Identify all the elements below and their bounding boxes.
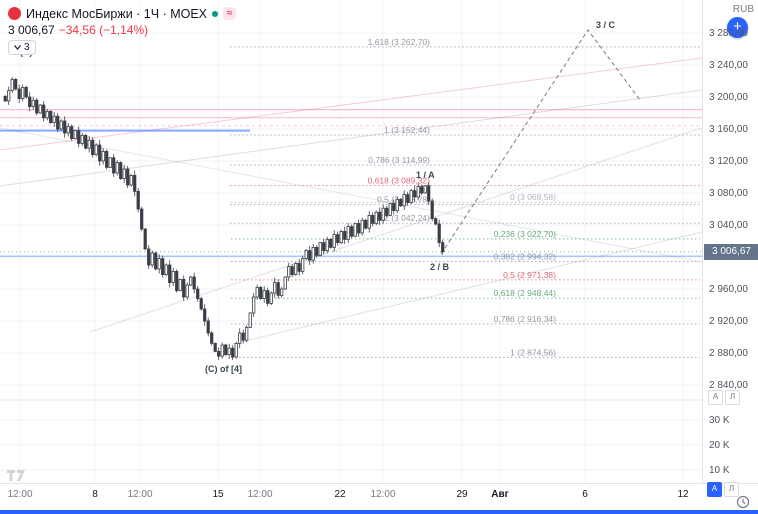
time-tick: 12:00: [127, 489, 153, 500]
price-tick: 3 120,00: [709, 156, 748, 167]
price-tick: 2 880,00: [709, 348, 748, 359]
symbol-logo-icon: [8, 7, 21, 20]
candlestick-series: [3, 76, 445, 361]
svg-text:1 / A: 1 / A: [416, 170, 435, 180]
time-tick: 12:00: [370, 489, 396, 500]
time-axis[interactable]: 12:00 8 12:00 15 12:00 22 12:00 29 Авг 6 12: [0, 483, 758, 506]
price-change-value: −34,56 (−1,14%): [58, 23, 149, 37]
svg-text:1 (2 874,56): 1 (2 874,56): [510, 347, 556, 357]
svg-text:1,618 (3 262,70): 1,618 (3 262,70): [368, 37, 431, 47]
trendline-drawings[interactable]: [0, 57, 702, 345]
time-tick: 22: [334, 489, 346, 500]
price-tick: 3 160,00: [709, 124, 748, 135]
time-tick: 29: [456, 489, 468, 500]
log-scale-button[interactable]: Л: [725, 390, 740, 405]
time-tick: 12: [677, 489, 689, 500]
bottom-accent-bar: [0, 510, 758, 514]
volume-log-scale-button[interactable]: Л: [724, 482, 739, 497]
price-row: 3 006,67 −34,56 (−1,14%): [8, 23, 236, 37]
price-tick: 3 280,00: [709, 28, 748, 39]
volume-tick: 30 K: [709, 415, 730, 426]
time-tick: 12:00: [247, 489, 273, 500]
timezone-clock-icon[interactable]: [736, 495, 750, 509]
add-order-button[interactable]: +: [727, 17, 748, 38]
fib-retracement-drawing[interactable]: 0 (3 068,58) 0,236 (3 022,70) 0,382 (2 994…: [231, 192, 700, 358]
svg-text:0,618 (3 089,32): 0,618 (3 089,32): [368, 176, 431, 186]
symbol-title[interactable]: Индекс МосБиржи · 1Ч · MOEX: [26, 6, 208, 21]
svg-text:3 / C: 3 / C: [596, 20, 616, 30]
time-tick: 15: [212, 489, 224, 500]
market-open-icon[interactable]: [212, 10, 219, 17]
hidden-indicators-chip[interactable]: 3: [8, 40, 36, 55]
svg-text:2 / B: 2 / B: [430, 262, 450, 272]
time-tick: 12:00: [7, 489, 33, 500]
price-tick: 2 960,00: [709, 284, 748, 295]
volume-tick: 20 K: [709, 440, 730, 451]
price-axis[interactable]: RUB + 3 280,00 3 240,00 3 200,00 3 160,00 3 …: [702, 0, 758, 483]
svg-text:1 (3 152,44): 1 (3 152,44): [384, 125, 430, 135]
currency-label[interactable]: RUB: [732, 4, 754, 15]
chart-canvas[interactable]: 1,618 (3 262,70) 1 (3 152,44) 0,786 (3 114…: [0, 0, 702, 483]
price-tick: 3 040,00: [709, 220, 748, 231]
price-tick: 3 200,00: [709, 92, 748, 103]
time-tick: 6: [582, 489, 588, 500]
svg-text:0,5 (2 971,38): 0,5 (2 971,38): [503, 270, 556, 280]
wave-projection-line[interactable]: [440, 29, 641, 255]
svg-text:0,382 (2 994,32): 0,382 (2 994,32): [494, 252, 557, 262]
svg-text:0,786 (3 114,99): 0,786 (3 114,99): [368, 155, 430, 165]
svg-text:0,382 (3 042,24): 0,382 (3 042,24): [368, 213, 431, 223]
price-tick: 3 240,00: [709, 60, 748, 71]
last-price-value: 3 006,67: [8, 23, 55, 37]
hidden-indicators-count: 3: [24, 42, 30, 53]
svg-text:(C) of [4]: (C) of [4]: [205, 364, 242, 374]
svg-text:0 (3 068,58): 0 (3 068,58): [510, 192, 556, 202]
time-tick: 8: [92, 489, 98, 500]
last-price-badge: 3 006,67: [704, 243, 758, 260]
legend: Индекс МосБиржи · 1Ч · MOEX ≈ 3 006,67 −3…: [8, 5, 237, 55]
volume-scale-mode-toggle: А Л: [707, 482, 739, 497]
svg-text:0,236 (3 022,70): 0,236 (3 022,70): [494, 229, 557, 239]
chevron-down-icon: [14, 45, 21, 50]
price-tick: 3 080,00: [709, 188, 748, 199]
data-feed-icon[interactable]: ≈: [223, 7, 237, 20]
tradingview-logo-icon: [7, 470, 25, 481]
price-tick: 2 920,00: [709, 316, 748, 327]
price-tick: 2 840,00: [709, 380, 748, 391]
volume-tick: 10 K: [709, 465, 730, 476]
time-tick: Авг: [491, 489, 509, 500]
volume-auto-scale-button[interactable]: А: [707, 482, 722, 497]
price-scale-mode-toggle: А Л: [708, 390, 740, 405]
svg-text:0,618 (2 948,44): 0,618 (2 948,44): [494, 288, 557, 298]
auto-scale-button[interactable]: А: [708, 390, 723, 405]
svg-text:0,786 (2 916,34): 0,786 (2 916,34): [494, 314, 557, 324]
horizontal-line-drawings[interactable]: [0, 109, 702, 257]
